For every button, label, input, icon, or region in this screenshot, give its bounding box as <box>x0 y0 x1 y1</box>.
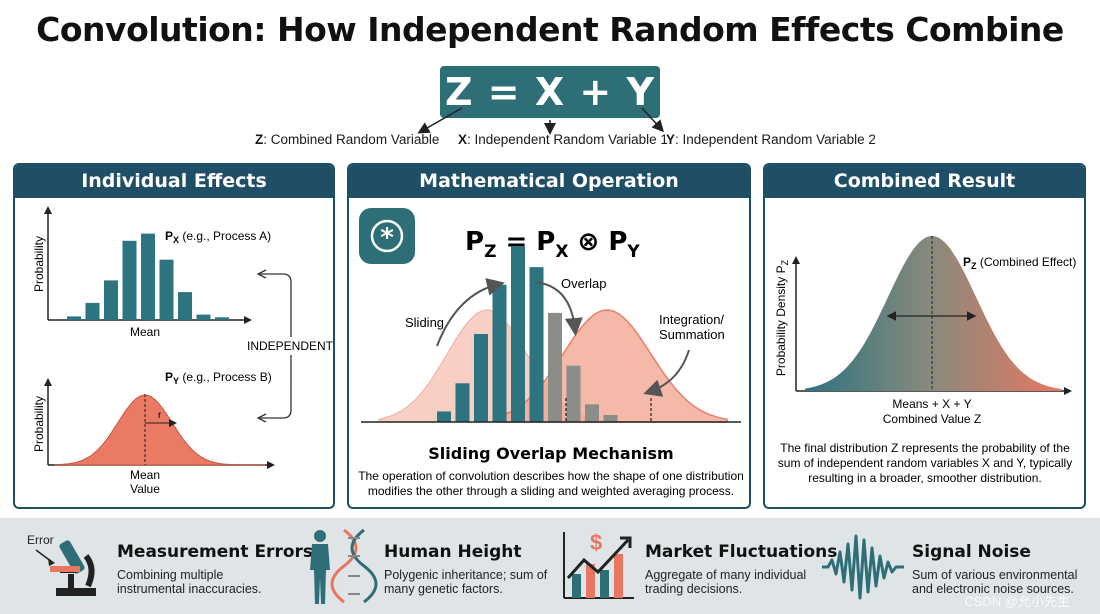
mechanism-desc-line2: modifies the other through a sliding and… <box>368 484 734 498</box>
svg-text:*: * <box>380 223 394 253</box>
operation-diagram: * PZ = PX ⊗ PY Sliding Overlap Integrati… <box>358 208 744 498</box>
watermark: CSDN @允小先生 <box>964 594 1070 609</box>
histogram-bar <box>215 317 229 320</box>
mechanism-title: Sliding Overlap Mechanism <box>428 444 673 463</box>
definition-y: Y: Independent Random Variable 2 <box>666 132 876 147</box>
equation-box: Z = X + Y <box>440 66 660 118</box>
combined-result-heading: Combined Result <box>765 165 1084 198</box>
example-desc: Combining multiple instrumental inaccura… <box>117 568 262 596</box>
top-ylabel: Probability <box>32 236 46 292</box>
histogram-bar <box>455 383 470 422</box>
combined-result-chart: Probability Density PZ PZ (Combined Effe… <box>774 236 1076 485</box>
histogram-bar <box>566 365 581 422</box>
market-chart-icon: $ <box>563 530 634 599</box>
sliding-arrow <box>436 278 505 347</box>
integration-label-line2: Summation <box>659 327 725 342</box>
arrow-to-y-def <box>641 107 665 133</box>
histogram-bar <box>159 259 174 320</box>
mechanism-desc-line1: The operation of convolution describes h… <box>358 469 744 483</box>
overlap-label: Overlap <box>561 276 607 291</box>
top-histogram <box>67 233 229 320</box>
svg-text:$: $ <box>590 530 602 555</box>
histogram-bar <box>548 312 562 422</box>
microscope-icon: Error <box>27 533 96 596</box>
individual-effects-panel: Individual Effects Probability Mean PX (… <box>13 163 335 509</box>
histogram-bar <box>67 316 81 320</box>
result-ylabel: Probability Density PZ <box>774 259 790 376</box>
example-desc: Sum of various environmental and electro… <box>912 568 1078 596</box>
histogram-bar <box>178 292 192 320</box>
histogram-bar <box>585 404 599 422</box>
definition-x: X: Independent Random Variable 1 <box>458 132 668 147</box>
sliding-label: Sliding <box>405 315 444 330</box>
equation-arrows <box>417 107 665 135</box>
py-distribution-curve <box>54 394 265 466</box>
sound-wave-icon <box>822 534 904 600</box>
top-xlabel: Mean <box>130 325 160 339</box>
bottom-xlabel-line2: Value <box>130 482 160 496</box>
example-title: Signal Noise <box>912 542 1031 562</box>
histogram-bar <box>492 284 507 422</box>
sliding-histogram <box>437 246 618 422</box>
result-desc-line2: sum of independent random variables X an… <box>778 456 1072 470</box>
pz-label: PZ (Combined Effect) <box>963 255 1076 271</box>
integration-arrow <box>643 349 690 397</box>
example-desc: Aggregate of many individual trading dec… <box>645 568 807 596</box>
result-xlabel: Combined Value Z <box>883 412 982 426</box>
py-label: PY (e.g., Process B) <box>165 370 272 386</box>
individual-effects-heading: Individual Effects <box>15 165 333 198</box>
definition-z: Z: Combined Random Variable <box>255 132 440 147</box>
histogram-bar <box>104 280 118 320</box>
histogram-bar <box>603 414 618 422</box>
mathematical-operation-panel: Mathematical Operation * PZ = PX ⊗ PY Sl… <box>347 163 751 509</box>
mean-sum-label: Means + X + Y <box>892 397 971 411</box>
example-desc: Polygenic inheritance; sum of many genet… <box>384 568 548 596</box>
result-desc-line1: The final distribution Z represents the … <box>780 441 1070 455</box>
example-title: Human Height <box>384 542 522 562</box>
individual-effects-charts: Probability Mean PX (e.g., Process A) r … <box>32 206 334 496</box>
combined-result-panel: Combined Result Probability Density PZ P… <box>763 163 1086 509</box>
py-sigma-label: r <box>158 410 162 421</box>
example-title: Measurement Errors <box>117 542 314 562</box>
page-title: Convolution: How Independent Random Effe… <box>36 10 1064 49</box>
overlap-arrow <box>534 281 583 336</box>
svg-text:Error: Error <box>27 533 54 547</box>
integration-label-line1: Integration/ <box>659 312 724 327</box>
histogram-bar <box>529 267 544 422</box>
result-desc-line3: resulting in a broader, smoother distrib… <box>808 471 1041 485</box>
histogram-bar <box>141 233 155 320</box>
histogram-bar <box>122 240 137 320</box>
convolution-icon <box>359 208 415 264</box>
examples-strip: Error Measurement Errors Combining multi… <box>0 518 1100 614</box>
example-title: Market Fluctuations <box>645 542 838 562</box>
bottom-xlabel-line1: Mean <box>130 468 160 482</box>
mathematical-operation-heading: Mathematical Operation <box>349 165 749 198</box>
histogram-bar <box>196 314 211 320</box>
histogram-bar <box>511 246 525 422</box>
histogram-bar <box>437 411 451 422</box>
independent-label: INDEPENDENT <box>247 339 334 353</box>
dna-human-icon <box>310 528 378 604</box>
histogram-bar <box>85 302 100 320</box>
convolution-formula: PZ = PX ⊗ PY <box>465 227 640 262</box>
px-label: PX (e.g., Process A) <box>165 229 271 245</box>
arrow-to-z-def <box>417 107 463 134</box>
bottom-ylabel: Probability <box>32 396 46 452</box>
histogram-bar <box>474 334 488 422</box>
